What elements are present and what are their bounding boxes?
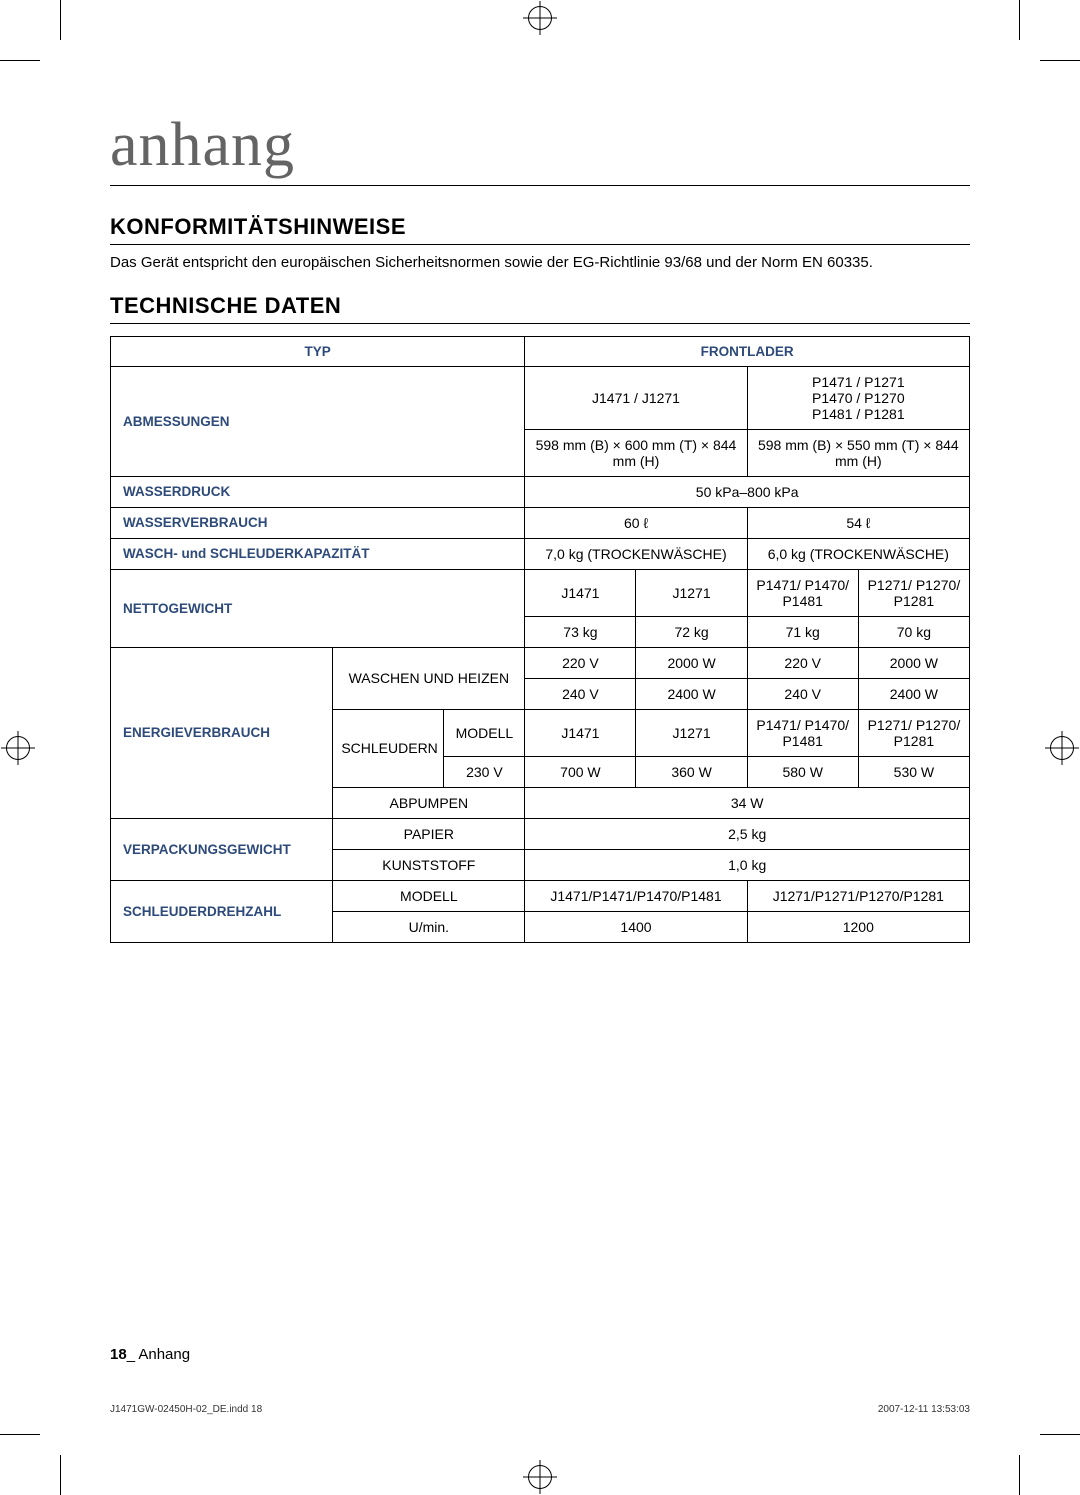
- cell: J1271: [636, 709, 747, 756]
- cell: 1200: [747, 911, 969, 942]
- cell: MODELL: [333, 880, 525, 911]
- page-content: anhang KONFORMITÄTSHINWEISE Das Gerät en…: [110, 110, 970, 1415]
- cell: 530 W: [858, 756, 969, 787]
- cell: J1471: [525, 709, 636, 756]
- cell: 240 V: [525, 678, 636, 709]
- page-number: 18: [110, 1346, 127, 1363]
- cell: 6,0 kg (TROCKENWÄSCHE): [747, 538, 969, 569]
- row-packweight: VERPACKUNGSGEWICHT: [111, 818, 333, 880]
- cell: PAPIER: [333, 818, 525, 849]
- cell: J1471/P1471/P1470/P1481: [525, 880, 747, 911]
- cell: J1271: [636, 569, 747, 616]
- cell: 60 ℓ: [525, 507, 747, 538]
- appendix-title: anhang: [110, 110, 970, 186]
- cell: J1471 / J1271: [525, 366, 747, 429]
- row-waterusage: WASSERVERBRAUCH: [111, 507, 525, 538]
- cell: J1471: [525, 569, 636, 616]
- cell: 580 W: [747, 756, 858, 787]
- cell: 73 kg: [525, 616, 636, 647]
- row-spinspeed: SCHLEUDERDREHZAHL: [111, 880, 333, 942]
- cell: KUNSTSTOFF: [333, 849, 525, 880]
- conformity-text: Das Gerät entspricht den europäischen Si…: [110, 253, 970, 273]
- cell: J1271/P1271/P1270/P1281: [747, 880, 969, 911]
- row-netweight: NETTOGEWICHT: [111, 569, 525, 647]
- conformity-heading: KONFORMITÄTSHINWEISE: [110, 214, 970, 245]
- cell: P1471/ P1470/ P1481: [747, 709, 858, 756]
- cell: 50 kPa–800 kPa: [525, 476, 970, 507]
- th-type: TYP: [111, 336, 525, 366]
- footer-sep: _: [127, 1346, 135, 1363]
- imprint: J1471GW-02450H-02_DE.indd 18 2007-12-11 …: [110, 1404, 970, 1415]
- cell: 700 W: [525, 756, 636, 787]
- row-energy: ENERGIEVERBRAUCH: [111, 647, 333, 818]
- page-footer: 18_ Anhang: [110, 1346, 190, 1363]
- cell: 70 kg: [858, 616, 969, 647]
- cell: 230 V: [444, 756, 525, 787]
- specs-heading: TECHNISCHE DATEN: [110, 293, 970, 324]
- cell: U/min.: [333, 911, 525, 942]
- cell: 240 V: [747, 678, 858, 709]
- cell: 220 V: [525, 647, 636, 678]
- cell: 598 mm (B) × 600 mm (T) × 844 mm (H): [525, 429, 747, 476]
- cell: P1271/ P1270/ P1281: [858, 569, 969, 616]
- cell: WASCHEN UND HEIZEN: [333, 647, 525, 709]
- row-waterpressure: WASSERDRUCK: [111, 476, 525, 507]
- cell: 2400 W: [636, 678, 747, 709]
- cell: 360 W: [636, 756, 747, 787]
- row-dimensions: ABMESSUNGEN: [111, 366, 525, 476]
- specs-table: TYP FRONTLADER ABMESSUNGEN J1471 / J1271…: [110, 336, 970, 943]
- cell: 71 kg: [747, 616, 858, 647]
- cell: P1271/ P1270/ P1281: [858, 709, 969, 756]
- cell: MODELL: [444, 709, 525, 756]
- cell: 54 ℓ: [747, 507, 969, 538]
- row-capacity: WASCH- und SCHLEUDERKAPAZITÄT: [111, 538, 525, 569]
- cell: 72 kg: [636, 616, 747, 647]
- cell: 2000 W: [858, 647, 969, 678]
- cell: 7,0 kg (TROCKENWÄSCHE): [525, 538, 747, 569]
- cell: 2400 W: [858, 678, 969, 709]
- imprint-timestamp: 2007-12-11 13:53:03: [878, 1404, 970, 1415]
- footer-section: Anhang: [135, 1346, 190, 1363]
- cell: 598 mm (B) × 550 mm (T) × 844 mm (H): [747, 429, 969, 476]
- cell: 2,5 kg: [525, 818, 970, 849]
- cell: 220 V: [747, 647, 858, 678]
- cell: 1400: [525, 911, 747, 942]
- cell: ABPUMPEN: [333, 787, 525, 818]
- cell: 1,0 kg: [525, 849, 970, 880]
- cell: 34 W: [525, 787, 970, 818]
- imprint-file: J1471GW-02450H-02_DE.indd 18: [110, 1404, 262, 1415]
- cell: SCHLEUDERN: [333, 709, 444, 787]
- cell: P1471/ P1470/ P1481: [747, 569, 858, 616]
- cell: P1471 / P1271 P1470 / P1270 P1481 / P128…: [747, 366, 969, 429]
- cell: 2000 W: [636, 647, 747, 678]
- th-frontloader: FRONTLADER: [525, 336, 970, 366]
